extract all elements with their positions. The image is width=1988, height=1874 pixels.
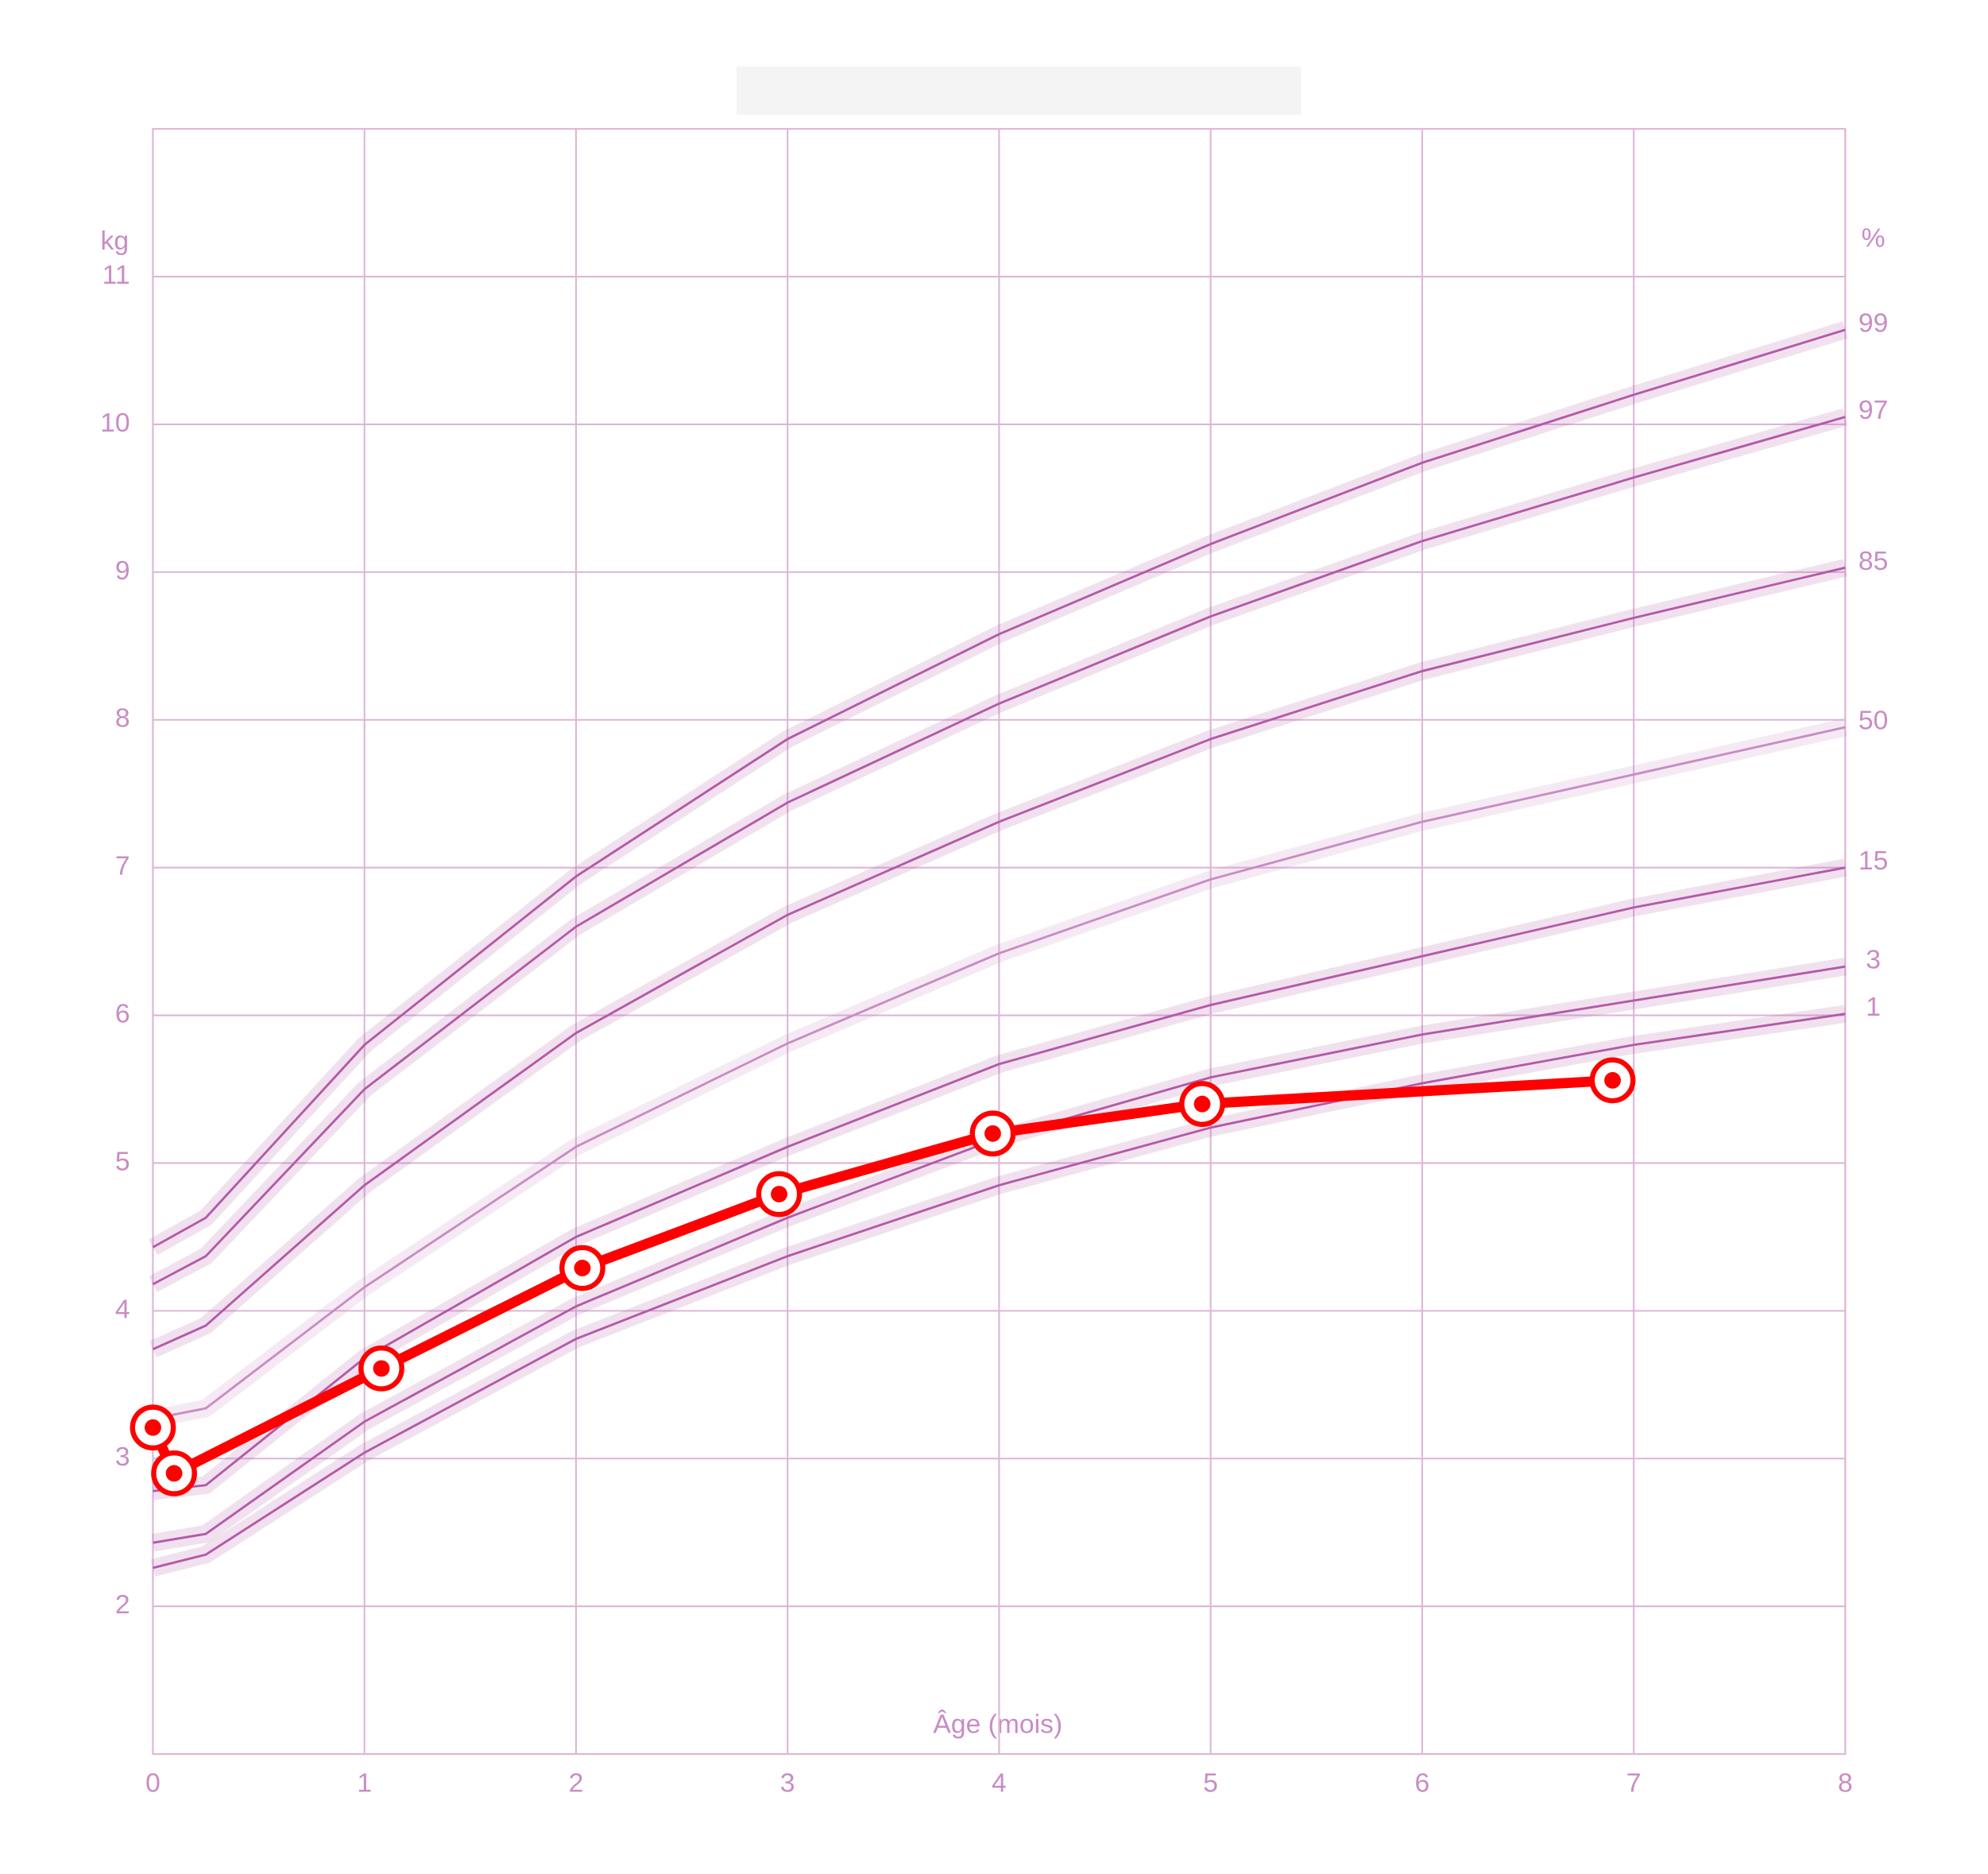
x-tick-label: 1 xyxy=(357,1768,372,1798)
weight-point xyxy=(559,1245,605,1291)
title-placeholder xyxy=(737,66,1301,115)
percentile-label: 1 xyxy=(1866,993,1881,1022)
x-tick-label: 6 xyxy=(1415,1768,1430,1798)
y-tick-label: 6 xyxy=(115,999,130,1028)
percentile-label: 50 xyxy=(1858,707,1888,736)
x-tick-label: 3 xyxy=(780,1768,795,1798)
weight-point xyxy=(1589,1057,1636,1104)
percentile-line xyxy=(152,416,1846,1286)
x-axis-label: Âge (mois) xyxy=(933,1710,1062,1740)
y-tick-label: 7 xyxy=(115,852,130,881)
y2-axis-label: % xyxy=(1862,224,1886,254)
weight-point xyxy=(969,1110,1016,1157)
y-tick-label: 9 xyxy=(115,556,130,586)
y-tick-label: 8 xyxy=(115,704,130,734)
percentile-line xyxy=(153,965,1846,1544)
y-tick-label: 5 xyxy=(115,1147,130,1176)
percentile-line xyxy=(152,566,1846,1351)
weight-point xyxy=(1179,1081,1225,1127)
weight-point xyxy=(151,1450,197,1496)
y-tick-label: 3 xyxy=(115,1442,130,1472)
weight-point xyxy=(756,1171,803,1218)
weight-point xyxy=(358,1345,404,1392)
percentile-line xyxy=(153,1013,1846,1570)
y-tick-label: 10 xyxy=(100,408,130,438)
x-tick-label: 0 xyxy=(145,1768,161,1798)
percentile-label: 3 xyxy=(1866,946,1881,975)
y-axis-label: kg xyxy=(101,227,130,256)
x-tick-label: 4 xyxy=(992,1768,1007,1798)
y-tick-label: 4 xyxy=(115,1295,130,1324)
x-tick-label: 5 xyxy=(1203,1768,1218,1798)
percentile-label: 85 xyxy=(1858,547,1888,576)
y-tick-label: 2 xyxy=(115,1590,130,1620)
percentile-label: 99 xyxy=(1858,308,1888,338)
x-tick-label: 2 xyxy=(569,1768,584,1798)
percentile-line xyxy=(153,726,1846,1420)
weight-point xyxy=(130,1404,176,1451)
weight-line xyxy=(148,1074,1618,1479)
percentile-label: 97 xyxy=(1858,396,1888,425)
x-tick-label: 8 xyxy=(1838,1768,1853,1798)
y-tick-label: 11 xyxy=(102,261,130,290)
percentile-line xyxy=(152,328,1846,1249)
percentile-label: 15 xyxy=(1858,846,1888,876)
x-tick-label: 7 xyxy=(1626,1768,1642,1798)
